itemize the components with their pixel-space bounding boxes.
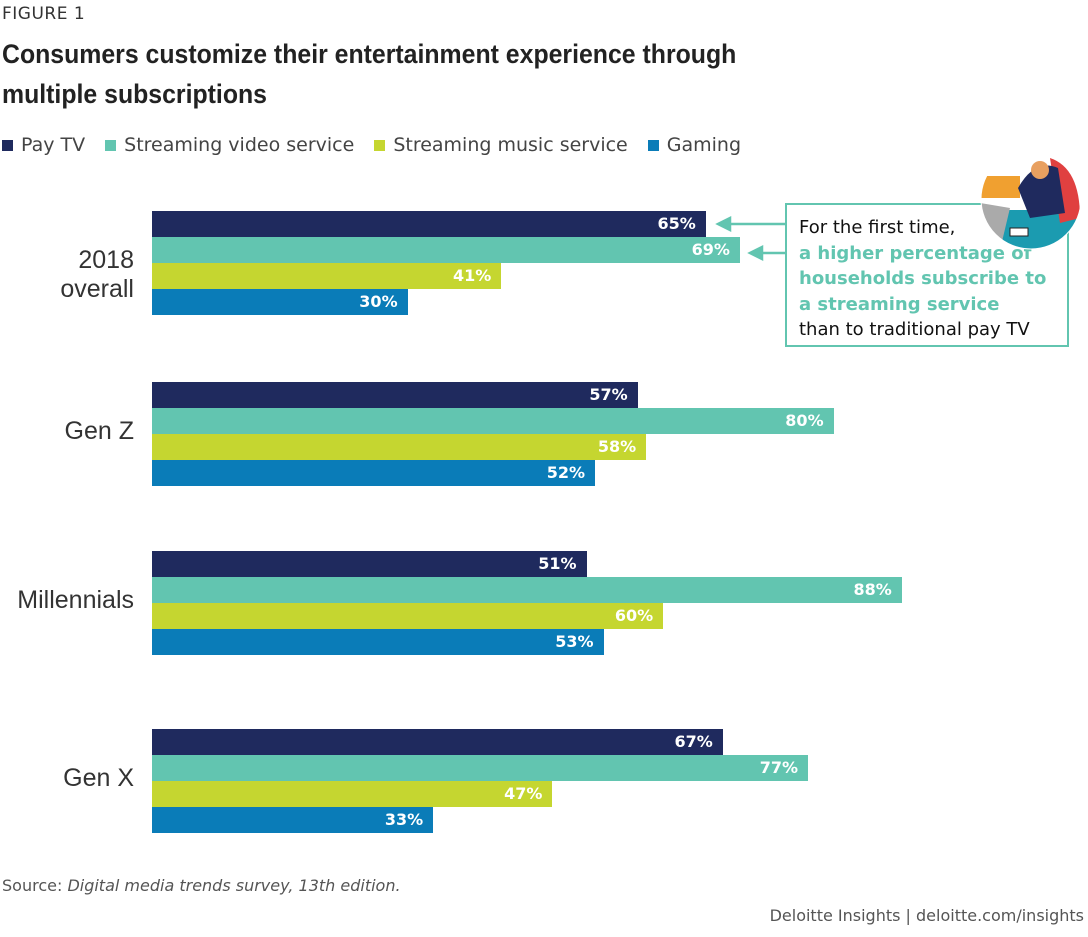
legend-swatch [647,139,659,151]
data-label: 30% [359,292,398,311]
bar: 47% [152,781,553,807]
legend-label: Gaming [666,134,742,156]
data-label: 57% [589,385,628,404]
callout-line: than to traditional pay TV [799,319,1030,340]
arrow-head [715,215,732,233]
data-label: 80% [785,411,824,430]
bar: 58% [152,434,647,460]
category-label: Millennials [17,586,134,614]
legend-swatch [2,139,13,151]
callout-line: For the first time, [799,217,956,238]
legend-item: Pay TV [2,134,85,156]
category-label: Gen Z [64,417,134,445]
source-label: Source: [2,876,63,895]
data-label: 67% [674,732,713,751]
arrow-head [747,244,764,262]
bar: 30% [152,289,408,315]
tv-viewer-illustration [980,148,1082,250]
bar: 77% [152,755,809,781]
callout-box: For the first time, a higher percentage … [785,203,1069,347]
legend-item: Streaming music service [374,134,628,156]
data-label: 69% [691,240,730,259]
legend-item: Gaming [647,134,742,156]
legend: Pay TV Streaming video service Streaming m… [2,134,741,156]
credit: Deloitte Insights | deloitte.com/insight… [769,906,1084,925]
bar: 88% [152,577,902,603]
data-label: 77% [759,758,799,777]
bar: 57% [152,382,638,408]
data-label: 88% [853,580,892,599]
data-label: 41% [453,266,492,285]
legend-label: Pay TV [21,134,86,156]
legend-item: Streaming video service [105,134,354,156]
data-label: 33% [384,810,424,829]
source-text: Digital media trends survey, 13th editio… [67,876,401,895]
data-label: 60% [614,606,654,625]
legend-label: Streaming music service [393,134,628,156]
bar: 33% [152,807,434,833]
bar: 51% [152,551,587,577]
data-label: 51% [538,554,577,573]
data-label: 65% [657,214,696,233]
bar: 69% [152,237,740,263]
data-label: 47% [504,784,543,803]
bar: 41% [152,263,502,289]
data-label: 52% [546,463,586,482]
data-label: 53% [555,632,594,651]
bar: 52% [152,460,596,486]
bar: 80% [152,408,834,434]
source-note: Source: Digital media trends survey, 13t… [2,876,401,895]
data-label: 58% [597,437,637,456]
category-label: 2018 overall [60,246,134,303]
bar: 67% [152,729,723,755]
callout-highlight: a higher percentage of households subscr… [799,242,1047,315]
legend-swatch [105,139,117,151]
category-label: Gen X [63,764,134,792]
legend-label: Streaming video service [124,134,355,156]
bar: 60% [152,603,664,629]
legend-swatch [374,139,386,151]
chart-title: Consumers customize their entertainment … [2,39,737,109]
bar: 65% [152,211,706,237]
bar: 53% [152,629,604,655]
figure-label: FIGURE 1 [2,4,86,24]
